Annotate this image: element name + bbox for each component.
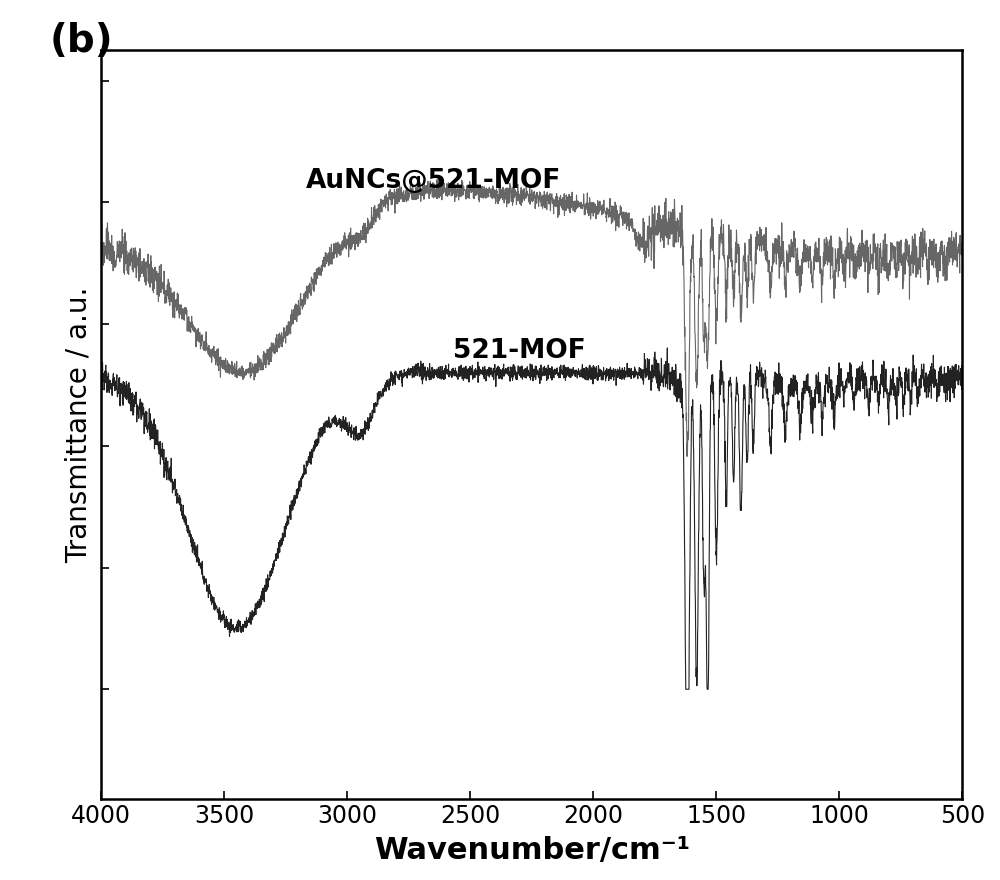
Text: AuNCs@521-MOF: AuNCs@521-MOF xyxy=(306,168,561,194)
Text: (b): (b) xyxy=(50,22,114,60)
Y-axis label: Transmittance / a.u.: Transmittance / a.u. xyxy=(65,286,93,562)
Text: 521-MOF: 521-MOF xyxy=(453,339,586,364)
X-axis label: Wavenumber/cm⁻¹: Wavenumber/cm⁻¹ xyxy=(374,836,690,865)
